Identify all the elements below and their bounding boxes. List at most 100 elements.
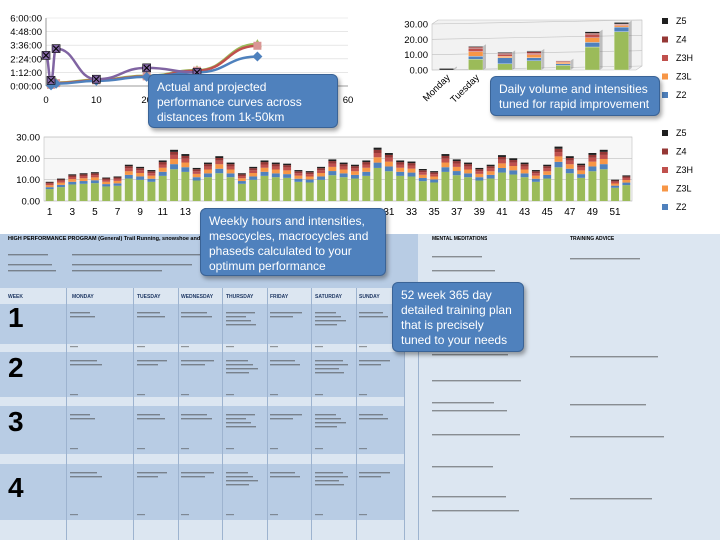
- daily-bar-segment: [555, 61, 571, 63]
- weekly-x-tick-label: 37: [451, 207, 463, 218]
- weekly-bar-segment: [294, 181, 303, 201]
- weekly-bar-segment: [317, 170, 325, 174]
- weekly-x-tick-label: 1: [47, 207, 53, 218]
- daily-legend-swatch: [662, 73, 668, 80]
- plan-cell-text: [181, 418, 212, 420]
- weekly-bar-segment: [215, 173, 224, 201]
- plan-header-text: [72, 264, 192, 266]
- plan-day-header: MONDAY: [72, 294, 94, 300]
- weekly-bar-segment: [68, 179, 77, 182]
- plan-cell-text: [137, 364, 158, 366]
- weekly-bar-segment: [588, 166, 597, 172]
- plan-cell-text-blur: [8, 254, 664, 516]
- weekly-bar-segment: [90, 177, 99, 181]
- weekly-bar-segment: [226, 173, 235, 178]
- weekly-bar-segment: [373, 153, 382, 158]
- daily-bar-segment: [526, 60, 542, 71]
- daily-bar-segment: [497, 57, 513, 65]
- weekly-bar-segment: [260, 167, 269, 172]
- daily-legend-swatch: [662, 18, 668, 24]
- daily-legend-label: Z3L: [676, 72, 692, 82]
- weekly-bar-segment: [339, 173, 348, 178]
- plan-meditation-text: [432, 402, 494, 404]
- plan-column-divider: [404, 288, 405, 540]
- weekly-chart-legend: Z5 Z4 Z3H Z3L Z2: [662, 128, 693, 212]
- weekly-bar-segment: [90, 173, 99, 176]
- plan-column-divider: [267, 288, 268, 540]
- weekly-bar-segment: [565, 157, 574, 161]
- plan-cell-text: [359, 312, 383, 314]
- weekly-bar-segment: [498, 156, 506, 160]
- daily-bar-segment: [468, 46, 484, 48]
- plan-cell-text: [137, 394, 145, 396]
- weekly-bar-segment: [204, 173, 212, 178]
- callout-weekly-hours: Weekly hours and intensities, mesocycles…: [200, 208, 386, 276]
- weekly-bar-segment: [418, 170, 427, 173]
- weekly-bar-segment: [384, 166, 393, 172]
- weekly-bar-segment: [136, 166, 145, 169]
- weekly-bar-segment: [328, 166, 337, 172]
- weekly-bar-segment: [351, 168, 359, 172]
- plan-cell-text: [137, 316, 165, 318]
- plan-cell-text: [137, 360, 167, 362]
- daily-bar-segment: [584, 34, 600, 38]
- plan-day-header: TUESDAY: [137, 294, 161, 300]
- weekly-bar-segment: [475, 171, 484, 174]
- plan-cell-text: [181, 312, 207, 314]
- plan-cell-text: [70, 448, 78, 450]
- weekly-bar-segment: [90, 172, 99, 174]
- weekly-bar-segment: [147, 171, 156, 174]
- plan-cell-text: [315, 476, 348, 478]
- daily-y-tick-label: 20.00: [404, 35, 428, 46]
- weekly-bar-segment: [271, 173, 280, 178]
- plan-cell-text: [315, 368, 339, 370]
- weekly-bar-segment: [373, 147, 382, 150]
- plan-cell-text: [70, 312, 90, 314]
- plan-column-divider: [66, 288, 67, 540]
- weekly-bar-segment: [351, 164, 359, 167]
- daily-bar-segment: [613, 22, 629, 25]
- curve-y-tick-label: 6:00:00: [10, 14, 42, 25]
- weekly-bar-segment: [565, 168, 574, 174]
- callout-performance-curves-text: Actual and projected performance curves …: [157, 80, 302, 124]
- weekly-bar-segment: [554, 167, 563, 201]
- weekly-bar-segment: [543, 166, 552, 169]
- weekly-bar-segment: [45, 183, 54, 186]
- weekly-bar-segment: [204, 169, 212, 174]
- weekly-bar-segment: [362, 164, 371, 168]
- plan-cell-text: [359, 394, 367, 396]
- weekly-bar-segment: [554, 156, 563, 162]
- daily-x-tick-label: Tuesday: [449, 72, 482, 105]
- weekly-bar-segment: [226, 164, 235, 167]
- plan-cell-text: [359, 418, 388, 420]
- plan-meditation-text: [432, 380, 521, 382]
- plan-cell-text: [270, 514, 278, 516]
- daily-bar-side: [628, 20, 632, 70]
- plan-cell-text: [315, 324, 337, 326]
- weekly-bar-segment: [136, 168, 145, 171]
- weekly-bar-segment: [486, 168, 495, 172]
- weekly-bar-segment: [396, 164, 405, 168]
- weekly-x-tick-label: 47: [564, 207, 576, 218]
- weekly-bar-segment: [362, 167, 371, 172]
- daily-gridline: [431, 35, 643, 40]
- plan-meditation-text: [432, 410, 507, 412]
- weekly-bar-segment: [430, 171, 439, 173]
- plan-cell-text: [359, 346, 367, 348]
- plan-cell-text: [70, 476, 102, 478]
- daily-bar-segment: [555, 60, 571, 62]
- daily-legend-label: Z3H: [676, 53, 693, 63]
- weekly-bar-segment: [599, 149, 608, 152]
- plan-cell-text: [315, 372, 344, 374]
- weekly-bar-segment: [283, 167, 292, 171]
- weekly-bar-segment: [124, 171, 133, 175]
- weekly-bar-segment: [45, 182, 54, 184]
- weekly-bar-segment: [407, 165, 416, 169]
- weekly-bar-segment: [102, 177, 111, 179]
- plan-cell-text: [226, 472, 248, 474]
- weekly-bar-segment: [599, 151, 608, 155]
- weekly-bar-segment: [498, 167, 506, 173]
- plan-cell-text: [70, 360, 97, 362]
- weekly-bar-segment: [45, 189, 54, 201]
- weekly-bar-segment: [565, 173, 574, 201]
